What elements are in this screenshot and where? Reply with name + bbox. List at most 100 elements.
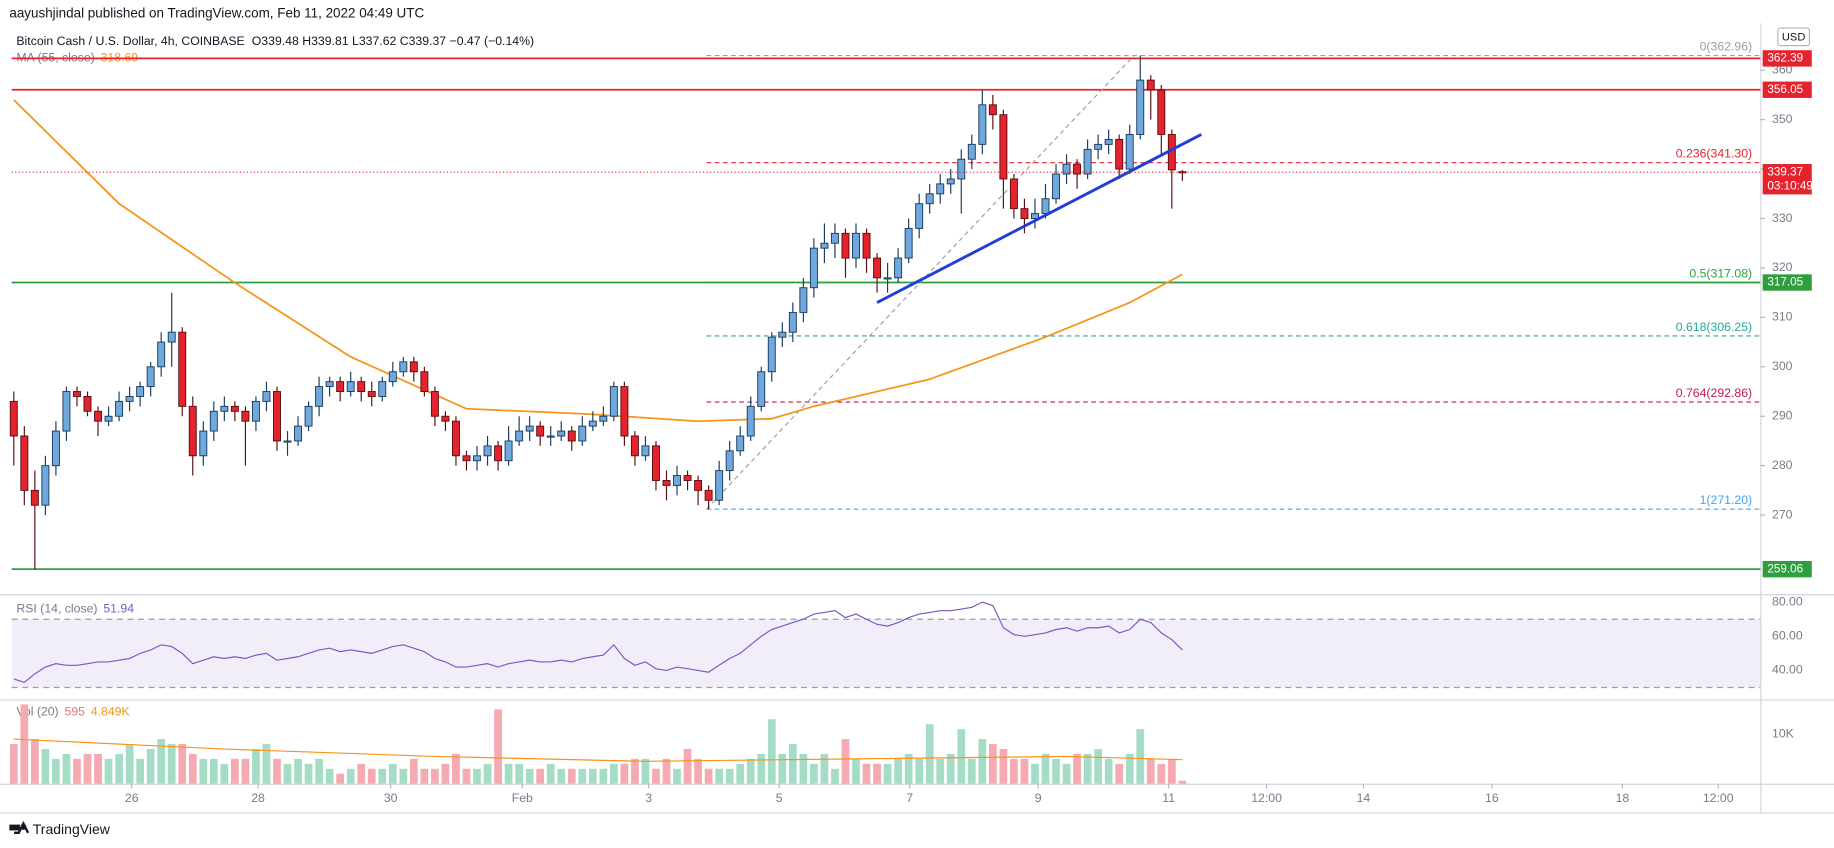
candle-body	[115, 400, 124, 417]
candle-body	[1083, 148, 1092, 175]
volume-bar	[20, 704, 29, 784]
candle-body	[1009, 178, 1018, 210]
candle-body	[767, 336, 776, 373]
candle-body	[51, 430, 60, 467]
volume-bar	[988, 744, 997, 784]
volume-ma-line	[13, 738, 1183, 762]
candle-body	[925, 193, 934, 205]
volume-bar	[515, 763, 523, 784]
candle-body	[1094, 143, 1103, 150]
candle-body	[746, 405, 755, 437]
rsi-band	[11, 619, 1761, 688]
volume-bar	[588, 768, 597, 784]
volume-bar	[557, 768, 566, 784]
price-box	[1762, 164, 1812, 195]
candle-body	[683, 475, 692, 481]
candle	[967, 134, 976, 170]
candle	[1136, 55, 1145, 140]
candle	[809, 238, 818, 298]
price-box	[1762, 50, 1812, 67]
candle	[557, 421, 566, 441]
candle	[925, 183, 934, 214]
candle	[725, 440, 734, 481]
candle-body	[483, 445, 492, 457]
candle	[357, 376, 366, 402]
candle	[599, 406, 608, 427]
candle	[399, 356, 408, 377]
volume-bar	[1073, 753, 1081, 784]
candle-body	[262, 391, 271, 402]
volume-bar	[904, 753, 913, 784]
candle	[852, 223, 860, 268]
volume-bar	[136, 758, 144, 784]
candle-body	[915, 203, 924, 229]
candle	[746, 396, 755, 441]
price-box	[1762, 274, 1812, 291]
candle-body	[936, 183, 945, 195]
volume-bar	[852, 758, 860, 784]
candle	[936, 174, 945, 204]
volume-bar	[715, 768, 724, 784]
volume-bar	[620, 763, 629, 784]
volume-bar	[325, 768, 334, 784]
x-tick-label: 26	[125, 791, 139, 805]
volume-bar	[1031, 763, 1039, 784]
candle-body	[441, 415, 450, 422]
candle	[620, 381, 629, 446]
fib-label: 0.236(341.30)	[1676, 147, 1752, 161]
volume-bar	[683, 748, 692, 784]
volume-bar	[1157, 763, 1166, 784]
x-tick-label: 18	[1616, 791, 1630, 805]
candle	[546, 426, 555, 446]
candle-body	[988, 104, 997, 116]
volume-bar	[915, 758, 924, 784]
candle	[883, 263, 892, 293]
x-tick-label: 12:00	[1703, 791, 1734, 805]
y-tick-label: 320	[1772, 260, 1793, 274]
volume-bar	[167, 744, 176, 784]
candle	[767, 332, 776, 382]
candle	[588, 411, 597, 432]
volume-bar	[220, 763, 229, 784]
candle-body	[94, 410, 102, 422]
volume-bar	[357, 763, 366, 784]
candle-body	[609, 386, 618, 417]
candle	[799, 277, 808, 323]
volume-bar	[420, 768, 429, 784]
rsi-tick-label: 40.00	[1772, 663, 1803, 677]
candle-body	[1030, 213, 1039, 219]
footer-brand: TradingView	[33, 821, 111, 837]
candle	[873, 253, 882, 293]
fib-label: 0(362.96)	[1700, 40, 1753, 54]
candle	[251, 396, 260, 432]
candle-body	[1146, 79, 1155, 91]
candle	[388, 361, 397, 387]
volume-bar	[1146, 758, 1155, 784]
volume-bar	[578, 768, 587, 784]
volume-bar	[967, 758, 976, 784]
candle	[578, 416, 587, 446]
candle	[757, 366, 766, 412]
x-tick-label: 16	[1485, 791, 1499, 805]
candle-body	[273, 391, 281, 442]
price-box-label: 362.39	[1767, 52, 1803, 65]
volume-bar	[610, 763, 618, 784]
candle-body	[841, 232, 850, 259]
candle-body	[662, 480, 671, 486]
candle	[515, 416, 524, 446]
fib-label: 0.5(317.08)	[1689, 266, 1752, 280]
x-tick-label: 5	[776, 791, 783, 805]
candle-body	[567, 430, 576, 442]
candle-body	[820, 242, 829, 249]
candle-body	[599, 415, 608, 422]
volume-bar	[283, 763, 292, 784]
candle-body	[620, 386, 629, 437]
candle	[862, 228, 871, 273]
y-tick-label: 350	[1772, 112, 1793, 126]
candle-body	[72, 391, 81, 397]
candle	[662, 470, 671, 501]
candle-body	[462, 455, 471, 462]
volume-bar	[1083, 753, 1092, 784]
candle	[83, 391, 92, 417]
